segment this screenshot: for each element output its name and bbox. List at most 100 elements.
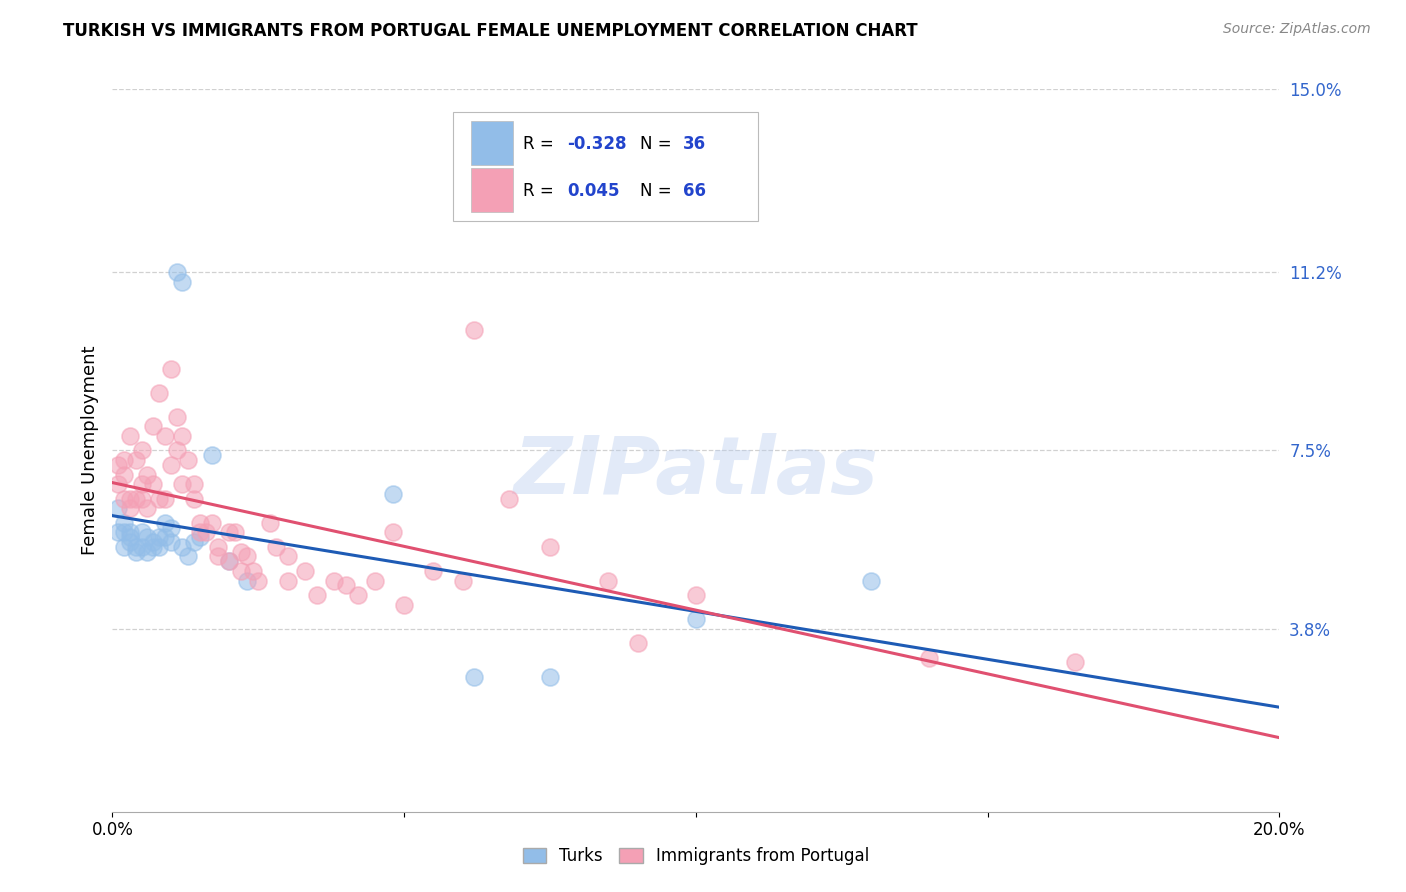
- Point: [183, 491, 205, 506]
- Point: [183, 535, 205, 549]
- Text: -0.328: -0.328: [568, 135, 627, 153]
- Point: [172, 540, 194, 554]
- FancyBboxPatch shape: [453, 112, 758, 221]
- Point: [177, 549, 200, 564]
- Point: [172, 477, 194, 491]
- Point: [538, 670, 561, 684]
- Point: [160, 458, 183, 472]
- Text: ZIPatlas: ZIPatlas: [513, 434, 879, 511]
- Point: [229, 544, 252, 558]
- FancyBboxPatch shape: [471, 169, 513, 212]
- Text: R =: R =: [523, 182, 560, 200]
- Point: [188, 530, 211, 544]
- Point: [166, 265, 188, 279]
- Point: [860, 574, 883, 588]
- Point: [335, 578, 357, 592]
- Point: [235, 574, 257, 588]
- Point: [131, 540, 153, 554]
- Point: [148, 491, 170, 506]
- Point: [160, 535, 183, 549]
- Point: [136, 467, 159, 482]
- Text: 36: 36: [683, 135, 706, 153]
- Point: [125, 491, 148, 506]
- Point: [107, 458, 129, 472]
- Point: [153, 491, 176, 506]
- Point: [177, 453, 200, 467]
- Point: [188, 525, 211, 540]
- FancyBboxPatch shape: [471, 121, 513, 165]
- Point: [112, 525, 135, 540]
- Point: [107, 501, 129, 516]
- Point: [598, 574, 620, 588]
- Point: [207, 549, 229, 564]
- Point: [463, 323, 485, 337]
- Point: [207, 540, 229, 554]
- Point: [242, 564, 264, 578]
- Text: R =: R =: [523, 135, 560, 153]
- Point: [229, 564, 252, 578]
- Point: [131, 525, 153, 540]
- Point: [142, 419, 165, 434]
- Point: [264, 540, 287, 554]
- Point: [346, 588, 368, 602]
- Point: [160, 520, 183, 534]
- Point: [538, 540, 561, 554]
- Point: [118, 525, 141, 540]
- Point: [118, 491, 141, 506]
- Point: [142, 535, 165, 549]
- Text: TURKISH VS IMMIGRANTS FROM PORTUGAL FEMALE UNEMPLOYMENT CORRELATION CHART: TURKISH VS IMMIGRANTS FROM PORTUGAL FEMA…: [63, 22, 918, 40]
- Y-axis label: Female Unemployment: Female Unemployment: [80, 346, 98, 555]
- Point: [125, 453, 148, 467]
- Point: [183, 477, 205, 491]
- Point: [153, 530, 176, 544]
- Text: N =: N =: [640, 182, 676, 200]
- Point: [107, 525, 129, 540]
- Point: [166, 443, 188, 458]
- Point: [498, 491, 520, 506]
- Point: [142, 540, 165, 554]
- Point: [172, 429, 194, 443]
- Point: [112, 491, 135, 506]
- Point: [172, 275, 194, 289]
- Point: [627, 636, 650, 650]
- Point: [112, 467, 135, 482]
- Point: [224, 525, 246, 540]
- Point: [463, 670, 485, 684]
- Text: N =: N =: [640, 135, 676, 153]
- Point: [125, 544, 148, 558]
- Point: [305, 588, 328, 602]
- Point: [118, 429, 141, 443]
- Point: [136, 501, 159, 516]
- Point: [259, 516, 281, 530]
- Point: [118, 535, 141, 549]
- Point: [112, 540, 135, 554]
- Text: 66: 66: [683, 182, 706, 200]
- Point: [118, 501, 141, 516]
- Point: [148, 540, 170, 554]
- Point: [451, 574, 474, 588]
- Point: [1064, 656, 1087, 670]
- Point: [381, 487, 404, 501]
- Point: [685, 612, 707, 626]
- Point: [153, 516, 176, 530]
- Point: [218, 525, 240, 540]
- Point: [918, 650, 941, 665]
- Point: [381, 525, 404, 540]
- Point: [136, 530, 159, 544]
- Legend: Turks, Immigrants from Portugal: Turks, Immigrants from Portugal: [523, 847, 869, 865]
- Point: [131, 491, 153, 506]
- Point: [218, 554, 240, 568]
- Point: [201, 448, 224, 462]
- Point: [118, 530, 141, 544]
- Point: [194, 525, 217, 540]
- Point: [364, 574, 387, 588]
- Point: [276, 574, 298, 588]
- Point: [247, 574, 270, 588]
- Point: [112, 516, 135, 530]
- Point: [294, 564, 316, 578]
- Point: [323, 574, 346, 588]
- Point: [276, 549, 298, 564]
- Point: [148, 385, 170, 400]
- Text: Source: ZipAtlas.com: Source: ZipAtlas.com: [1223, 22, 1371, 37]
- Point: [148, 530, 170, 544]
